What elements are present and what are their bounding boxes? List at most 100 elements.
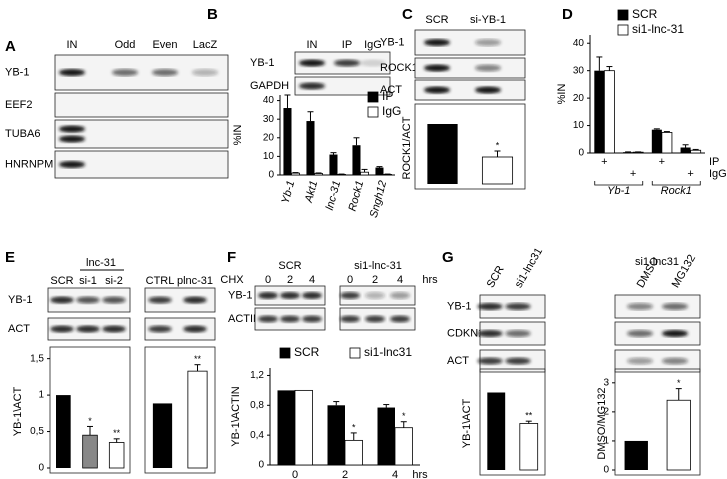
legend-swatch	[367, 91, 379, 103]
lane-group-label: hrs	[422, 274, 438, 286]
bar	[690, 149, 702, 154]
lane-label: si-YB-1	[470, 14, 506, 26]
blot-band	[76, 296, 100, 304]
y-tick-label: 0	[38, 463, 44, 474]
blot-band	[662, 330, 688, 337]
lane-label: Odd	[115, 39, 136, 51]
legend-swatch	[349, 347, 361, 359]
y-tick-label: 1,5	[30, 353, 44, 364]
blot-band	[192, 69, 218, 76]
blot-band	[302, 292, 322, 299]
blot-frame	[144, 317, 216, 341]
blot-band	[280, 315, 300, 323]
y-axis-label: %IN	[232, 125, 244, 146]
panel-letter: E	[5, 249, 15, 266]
significance: **	[113, 428, 121, 438]
bar	[306, 121, 315, 175]
blot-band	[365, 315, 385, 323]
lane-label: 2	[372, 274, 378, 286]
lane-label: 4	[309, 274, 315, 286]
bar	[283, 108, 292, 175]
blot-band	[340, 315, 360, 323]
lane-label: LacZ	[193, 39, 218, 51]
y-tick-label: 3	[603, 377, 609, 388]
x-tick-label: Rock1	[347, 179, 367, 212]
y-tick-label: 0	[603, 465, 609, 476]
row-label: TUBA6	[5, 128, 40, 140]
bar	[427, 124, 458, 184]
lane-group-label: si1-lnc31	[635, 256, 679, 268]
y-tick-label: 20	[573, 93, 585, 104]
blot-band	[50, 296, 74, 304]
y-tick-label: 40	[263, 95, 275, 106]
blot-band	[475, 86, 501, 94]
y-axis-label: ROCK1/ACT	[401, 116, 413, 179]
bar	[594, 70, 605, 153]
row-label: ACT	[380, 84, 402, 96]
bar	[519, 423, 539, 471]
significance: *	[677, 378, 681, 388]
chart-frame	[479, 368, 546, 476]
blot-band	[477, 330, 503, 337]
row-label: ACT	[8, 323, 30, 335]
blot-band	[112, 69, 138, 76]
y-tick-label: 10	[573, 120, 585, 131]
blot-band	[59, 161, 85, 168]
blot-band	[102, 296, 126, 304]
chart-frame	[614, 368, 701, 476]
lane-label: si1-lnc31	[513, 246, 545, 290]
group-brace	[594, 181, 644, 186]
row-label: ACTIN	[228, 313, 261, 325]
row-mark: +	[659, 156, 665, 168]
blot-band	[299, 82, 325, 90]
blot-band	[627, 357, 653, 365]
blot-band	[148, 325, 172, 333]
row-mark: +	[601, 156, 607, 168]
lane-label: Even	[152, 39, 177, 51]
lane-label: IN	[67, 39, 78, 51]
blot-band	[477, 303, 503, 310]
group-label: Yb-1	[607, 185, 630, 197]
blot-band	[360, 59, 386, 67]
legend-swatch	[367, 106, 379, 118]
bar	[661, 132, 673, 154]
blot-band	[340, 292, 360, 299]
x-tick-label: 0	[292, 469, 298, 479]
y-axis-label: DMSO/MG132	[596, 387, 608, 459]
blot-band	[477, 357, 503, 365]
bar	[603, 70, 615, 154]
blot-band	[475, 64, 501, 72]
blot-band	[258, 315, 278, 323]
bar	[352, 145, 361, 175]
x-axis-label: hrs	[412, 469, 428, 479]
chart-frame	[414, 103, 526, 190]
y-axis-label: %IN	[556, 84, 568, 105]
y-axis-label: YB-1\ACTIN	[230, 386, 242, 447]
y-tick-label: 1	[38, 390, 44, 401]
lane-label: 2	[287, 274, 293, 286]
blot-frame	[614, 321, 701, 346]
bar	[108, 442, 125, 469]
blot-band	[302, 315, 322, 323]
panel-letter: B	[207, 6, 218, 23]
blot-frame	[294, 76, 391, 96]
bar	[666, 399, 691, 471]
lane-label: IgG	[364, 39, 382, 51]
significance: **	[194, 354, 202, 364]
blot-band	[390, 292, 410, 299]
x-tick-label: Sngh12	[368, 179, 389, 219]
legend-label: SCR	[632, 7, 658, 21]
bar	[624, 440, 648, 470]
row-label: YB-1	[228, 289, 252, 301]
blot-band	[59, 69, 85, 76]
blot-band	[627, 303, 653, 310]
blot-band	[505, 303, 531, 310]
bar	[394, 427, 413, 466]
bar	[375, 167, 384, 175]
blot-band	[662, 303, 688, 310]
significance: **	[525, 411, 533, 421]
row-label: YB-1	[380, 36, 404, 48]
lane-label: IP	[342, 39, 352, 51]
y-tick-label: 0	[258, 460, 264, 471]
